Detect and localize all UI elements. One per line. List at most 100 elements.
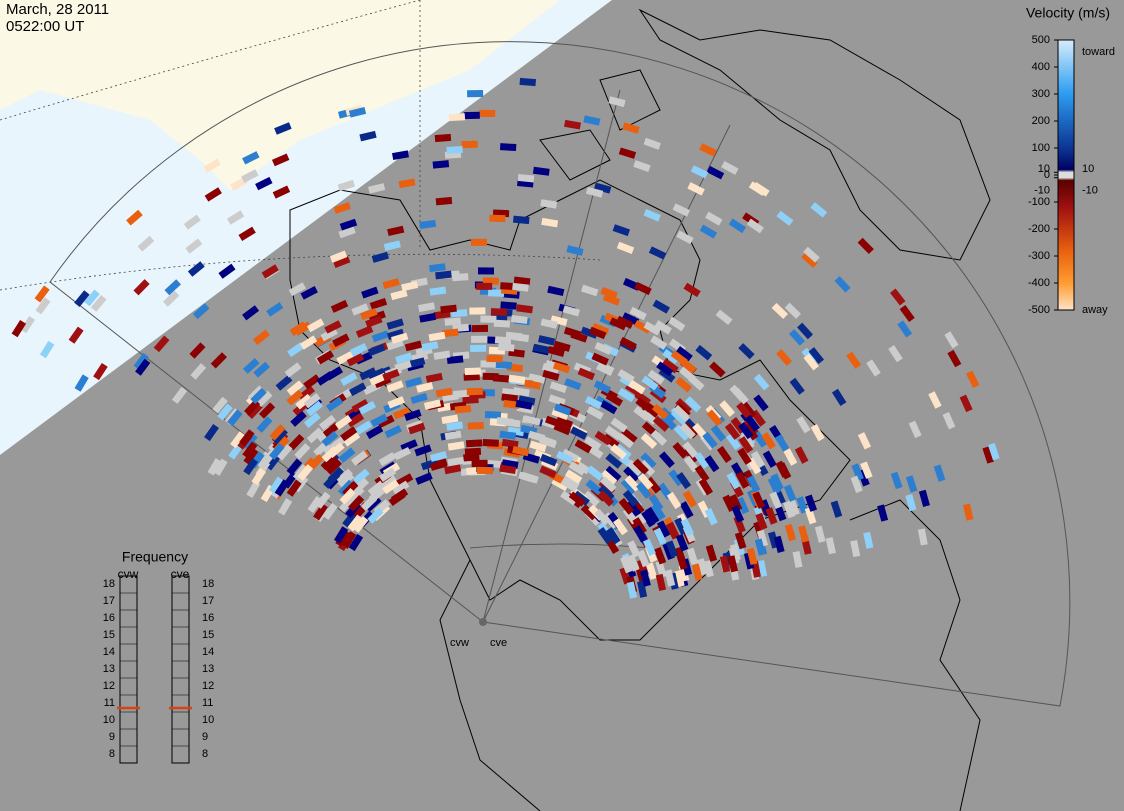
radar-cell bbox=[634, 281, 652, 296]
radar-cell bbox=[675, 346, 693, 362]
radar-cell bbox=[637, 549, 650, 568]
radar-cell bbox=[368, 486, 386, 503]
radar-cell bbox=[299, 335, 318, 350]
radar-cell bbox=[597, 490, 615, 507]
radar-cell bbox=[574, 439, 592, 454]
radar-cell bbox=[670, 408, 688, 426]
radar-cell bbox=[675, 534, 689, 552]
radar-cell bbox=[628, 379, 646, 395]
radar-cell bbox=[540, 199, 558, 209]
radar-cell bbox=[303, 393, 321, 409]
radar-cell bbox=[313, 503, 328, 521]
frequency-tick-label: 15 bbox=[103, 629, 115, 641]
radar-cell bbox=[691, 563, 703, 581]
radar-cell bbox=[678, 366, 696, 383]
radar-cell bbox=[404, 340, 423, 352]
radar-cell bbox=[217, 403, 233, 421]
time: 0522:00 UT bbox=[6, 18, 84, 35]
radar-cell bbox=[499, 464, 517, 475]
radar-cell bbox=[632, 458, 649, 475]
radar-cell bbox=[393, 407, 411, 420]
radar-cell bbox=[798, 525, 810, 543]
radar-cell bbox=[516, 304, 534, 314]
radar-cell bbox=[284, 362, 302, 378]
radar-site bbox=[479, 618, 487, 626]
radar-cell bbox=[696, 558, 708, 576]
radar-label: cvw bbox=[450, 637, 469, 649]
radar-cell bbox=[796, 416, 811, 434]
radar-cell bbox=[351, 398, 369, 413]
radar-cell bbox=[776, 349, 793, 366]
frequency-tick-label: 8 bbox=[202, 748, 208, 760]
radar-cell bbox=[271, 427, 288, 445]
radar-cell bbox=[549, 381, 568, 394]
radar-cell bbox=[616, 241, 635, 254]
radar-cell bbox=[541, 217, 559, 228]
radar-cell bbox=[982, 446, 995, 464]
radar-cell bbox=[246, 402, 263, 419]
radar-cell bbox=[428, 331, 446, 342]
frequency-tick-label: 16 bbox=[202, 612, 214, 624]
frequency-tick-label: 12 bbox=[103, 680, 115, 692]
radar-cell bbox=[469, 307, 486, 315]
radar-cell bbox=[461, 140, 478, 149]
radar-cell bbox=[482, 439, 499, 447]
radar-cell bbox=[164, 279, 181, 296]
radar-cell bbox=[333, 526, 349, 544]
radar-cell bbox=[243, 447, 259, 465]
radar-cell bbox=[368, 183, 386, 194]
radar-cell bbox=[744, 414, 760, 432]
radar-cell bbox=[39, 340, 55, 359]
radar-cell bbox=[467, 89, 484, 98]
radar-cell bbox=[338, 226, 356, 239]
radar-cell bbox=[204, 424, 219, 442]
radar-cell bbox=[423, 399, 442, 410]
radar-cell bbox=[771, 302, 789, 320]
radar-cell bbox=[774, 434, 790, 452]
radar-cell bbox=[664, 569, 676, 587]
radar-cell bbox=[515, 399, 533, 410]
radar-cell bbox=[532, 166, 550, 176]
radar-cell bbox=[737, 447, 752, 465]
radar-cell bbox=[532, 343, 550, 354]
frequency-tick-label: 14 bbox=[202, 646, 214, 658]
radar-cell bbox=[553, 340, 571, 352]
radar-cell bbox=[709, 361, 726, 378]
radar-cell bbox=[888, 345, 903, 363]
radar-cell bbox=[784, 523, 797, 542]
radar-cell bbox=[661, 358, 679, 374]
colorbar-tick-label: -200 bbox=[1028, 223, 1050, 235]
radar-cell bbox=[588, 326, 607, 340]
radar-cell bbox=[371, 251, 389, 263]
radar-cell bbox=[733, 387, 749, 405]
radar-cell bbox=[653, 527, 667, 546]
radar-cell bbox=[408, 357, 426, 369]
radar-cell bbox=[738, 436, 754, 454]
radar-cell bbox=[682, 490, 698, 508]
radar-cell bbox=[620, 428, 638, 444]
radar-cell bbox=[382, 479, 400, 495]
radar-cell bbox=[857, 237, 874, 255]
radar-cell bbox=[510, 315, 528, 324]
radar-cell bbox=[355, 325, 374, 338]
radar-cell bbox=[419, 312, 437, 323]
radar-cell bbox=[307, 453, 325, 471]
radar-cell bbox=[479, 109, 496, 117]
radar-cell bbox=[650, 429, 668, 446]
radar-cell bbox=[322, 422, 340, 438]
radar-cell bbox=[395, 473, 414, 488]
radar-cell bbox=[704, 507, 718, 526]
radar-cell bbox=[247, 385, 265, 402]
radar-cell bbox=[605, 453, 623, 469]
radar-cell bbox=[672, 442, 689, 459]
radar-cell bbox=[698, 478, 714, 496]
radar-cell bbox=[386, 318, 404, 330]
radar-cell bbox=[288, 282, 307, 297]
radar-cell bbox=[347, 514, 363, 532]
radar-cell bbox=[908, 420, 922, 439]
radar-cell bbox=[563, 326, 582, 339]
radar-cell bbox=[326, 396, 344, 412]
radar-cell bbox=[673, 424, 690, 442]
radar-cell bbox=[797, 322, 813, 340]
radar-cell bbox=[444, 317, 462, 326]
